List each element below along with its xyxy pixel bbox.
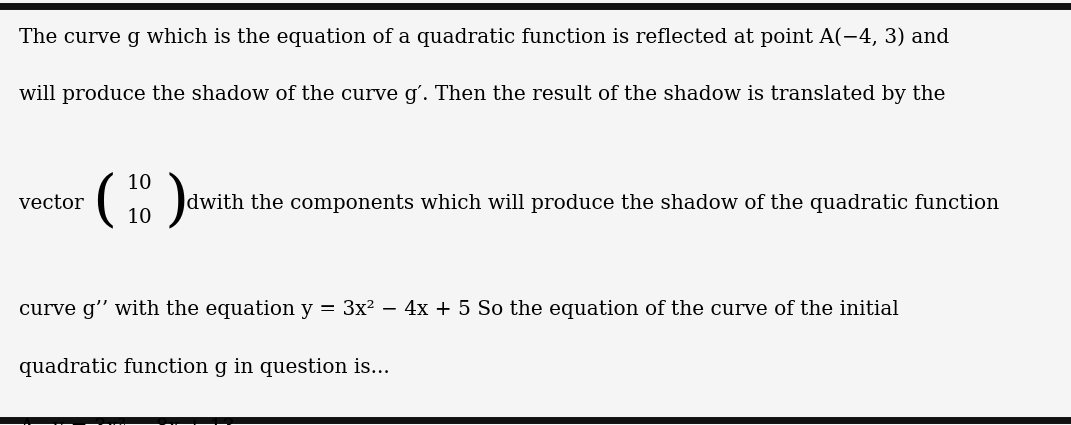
Text: will produce the shadow of the curve g′. Then the result of the shadow is transl: will produce the shadow of the curve g′.… (19, 85, 946, 104)
Text: vector: vector (19, 194, 84, 213)
Text: ): ) (165, 171, 190, 231)
Text: (: ( (92, 171, 117, 231)
Text: A.  y = 3x² − 8x + 13: A. y = 3x² − 8x + 13 (19, 418, 236, 425)
Text: quadratic function g in question is...: quadratic function g in question is... (19, 357, 390, 377)
Text: 10: 10 (126, 208, 152, 227)
Text: dwith the components which will produce the shadow of the quadratic function: dwith the components which will produce … (180, 194, 999, 213)
Text: curve g’’ with the equation y = 3x² − 4x + 5 So the equation of the curve of the: curve g’’ with the equation y = 3x² − 4x… (19, 300, 900, 319)
Text: The curve g which is the equation of a quadratic function is reflected at point : The curve g which is the equation of a q… (19, 28, 950, 47)
Text: 10: 10 (126, 174, 152, 193)
